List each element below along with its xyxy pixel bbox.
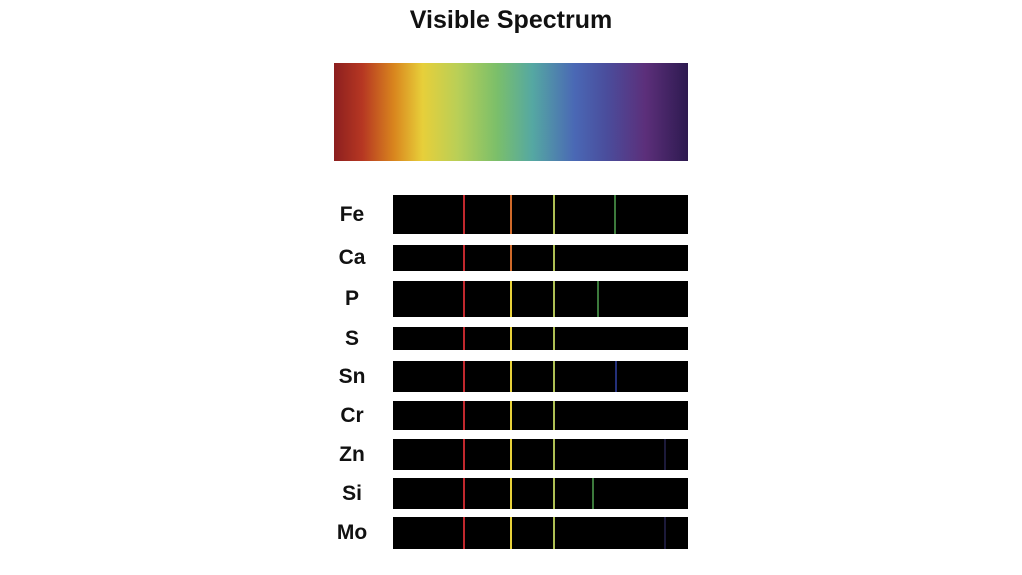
emission-line-green (614, 195, 616, 234)
emission-line-yellow (510, 361, 512, 392)
emission-line-orange (510, 195, 512, 234)
emission-spectrum-strip (393, 401, 688, 430)
element-symbol: P (344, 287, 359, 310)
page-title: Visible Spectrum (409, 6, 613, 34)
emission-line-red (463, 478, 465, 509)
emission-line-yellow-green (553, 245, 555, 271)
emission-spectrum-strip (393, 439, 688, 470)
emission-line-violet (664, 517, 666, 549)
emission-line-yellow (510, 327, 512, 350)
element-symbol: Fe (339, 202, 365, 226)
element-symbol: Sn (338, 364, 366, 388)
emission-line-yellow (510, 439, 512, 470)
emission-spectrum-strip (393, 245, 688, 271)
emission-line-red (463, 195, 465, 234)
emission-line-yellow (510, 517, 512, 549)
element-symbol: Mo (336, 521, 368, 544)
emission-line-yellow-green (553, 361, 555, 392)
emission-spectrum-strip (393, 195, 688, 234)
emission-line-red (463, 281, 465, 317)
emission-line-red (463, 517, 465, 549)
emission-line-yellow (510, 478, 512, 509)
emission-line-yellow-green (553, 327, 555, 350)
element-symbol: Cr (340, 403, 364, 427)
emission-spectrum-strip (393, 281, 688, 317)
emission-line-yellow-green (553, 439, 555, 470)
emission-line-red (463, 327, 465, 350)
emission-line-green (592, 478, 594, 509)
emission-line-red (463, 245, 465, 271)
emission-line-yellow-green (553, 517, 555, 549)
visible-spectrum-gradient (334, 63, 688, 161)
emission-line-red (463, 439, 465, 470)
emission-line-yellow (510, 401, 512, 430)
emission-spectrum-strip (393, 327, 688, 350)
emission-spectrum-strip (393, 478, 688, 509)
element-symbol: Si (342, 481, 362, 505)
emission-line-violet (664, 439, 666, 470)
emission-line-red (463, 401, 465, 430)
emission-line-green (597, 281, 599, 317)
emission-line-yellow-green (553, 401, 555, 430)
emission-line-blue (615, 361, 617, 392)
element-symbol: S (344, 326, 359, 350)
emission-line-red (463, 361, 465, 392)
emission-line-yellow-green (553, 478, 555, 509)
emission-spectrum-strip (393, 361, 688, 392)
emission-line-yellow (510, 281, 512, 317)
emission-line-orange (510, 245, 512, 271)
emission-line-yellow-green (553, 195, 555, 234)
emission-spectrum-strip (393, 517, 688, 549)
emission-line-yellow-green (553, 281, 555, 317)
element-symbol: Ca (338, 246, 366, 269)
element-symbol: Zn (339, 442, 365, 466)
